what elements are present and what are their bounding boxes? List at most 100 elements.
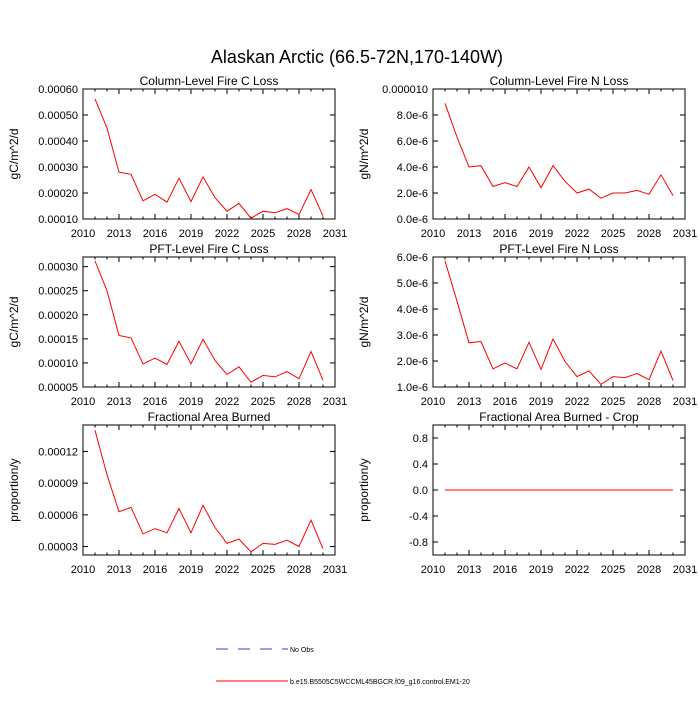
y-tick-label: 4.0e-6	[397, 162, 428, 174]
y-tick-label: -0.8	[409, 537, 428, 549]
x-tick-label: 2031	[673, 396, 697, 408]
y-tick-label: 0.0	[413, 485, 428, 497]
series-line	[94, 98, 324, 219]
x-tick-label: 2028	[637, 396, 661, 408]
x-tick-label: 2028	[287, 396, 311, 408]
y-tick-label: 0.00012	[38, 446, 78, 458]
y-tick-label: 0.00003	[38, 542, 78, 554]
x-tick-label: 2031	[673, 228, 697, 240]
x-tick-label: 2010	[71, 564, 95, 576]
x-tick-label: 2013	[107, 228, 131, 240]
panel-title: Fractional Area Burned - Crop	[479, 410, 639, 424]
series-line	[94, 430, 324, 553]
x-tick-label: 2016	[493, 396, 517, 408]
y-tick-label: 0.00010	[38, 214, 78, 226]
x-tick-label: 2019	[179, 396, 203, 408]
series-line	[444, 103, 674, 199]
y-tick-label: 0.00020	[38, 310, 78, 322]
legend-label: No Obs	[290, 647, 314, 654]
plot-frame	[82, 256, 336, 388]
plot-frame	[432, 88, 686, 220]
chart-panel-3: PFT-Level Fire C Loss gC/m^2/d 2010 2013 201…	[7, 242, 347, 408]
panel-title: Column-Level Fire N Loss	[490, 74, 629, 88]
panel-title: Fractional Area Burned	[148, 410, 271, 424]
x-tick-label: 2022	[565, 396, 589, 408]
x-tick-label: 2013	[107, 564, 131, 576]
plot-frame	[82, 88, 336, 220]
panel-title: PFT-Level Fire C Loss	[149, 242, 268, 256]
x-tick-label: 2019	[529, 396, 553, 408]
x-tick-label: 2022	[215, 228, 239, 240]
x-tick-label: 2022	[215, 396, 239, 408]
x-tick-label: 2010	[421, 564, 445, 576]
legend-label: b.e15.B5505C5WCCML45BGCR.f09_g16.control…	[290, 679, 470, 686]
chart-panel-5: Fractional Area Burned proportion/y 2010 20…	[7, 410, 347, 576]
y-axis-label: gC/m^2/d	[7, 297, 21, 348]
y-tick-label: 0.00015	[38, 334, 78, 346]
x-tick-label: 2013	[457, 564, 481, 576]
x-tick-label: 2022	[565, 564, 589, 576]
x-tick-label: 2019	[529, 228, 553, 240]
x-tick-label: 2031	[323, 564, 347, 576]
legend-entry: b.e15.B5505C5WCCML45BGCR.f09_g16.control…	[216, 679, 470, 686]
x-tick-label: 2025	[601, 564, 625, 576]
y-axis-label: proportion/y	[7, 458, 21, 521]
y-tick-label: 0.4	[413, 459, 428, 471]
y-tick-label: 2.0e-6	[397, 188, 428, 200]
x-tick-label: 2031	[673, 564, 697, 576]
series-line	[444, 260, 674, 386]
x-tick-label: 2025	[251, 396, 275, 408]
chart-panel-1: Column-Level Fire C Loss gC/m^2/d 2010 2013…	[7, 74, 347, 240]
x-tick-label: 2022	[565, 228, 589, 240]
chart-panel-4: PFT-Level Fire N Loss gN/m^2/d 2010 2013 201…	[357, 242, 697, 408]
y-tick-label: 2.0e-6	[397, 356, 428, 368]
y-tick-label: 0.00025	[38, 286, 78, 298]
y-tick-label: 3.0e-6	[397, 330, 428, 342]
x-tick-label: 2025	[251, 228, 275, 240]
y-axis-label: gC/m^2/d	[7, 129, 21, 180]
x-tick-label: 2025	[251, 564, 275, 576]
y-tick-label: 0.00050	[38, 110, 78, 122]
y-tick-label: 0.0e-6	[397, 214, 428, 226]
x-tick-label: 2016	[143, 228, 167, 240]
x-tick-label: 2010	[71, 228, 95, 240]
y-tick-label: 0.000010	[382, 84, 428, 96]
x-tick-label: 2016	[493, 228, 517, 240]
panels: Column-Level Fire C Loss gC/m^2/d 2010 2013…	[7, 74, 697, 576]
x-tick-label: 2022	[215, 564, 239, 576]
x-tick-label: 2013	[107, 396, 131, 408]
x-tick-label: 2019	[529, 564, 553, 576]
y-axis-label: gN/m^2/d	[357, 129, 371, 180]
y-tick-label: 0.00040	[38, 136, 78, 148]
y-tick-label: 5.0e-6	[397, 278, 428, 290]
y-tick-label: 8.0e-6	[397, 110, 428, 122]
plot-frame	[432, 256, 686, 388]
x-tick-label: 2019	[179, 564, 203, 576]
chart-panel-6: Fractional Area Burned - Crop proportion/…	[357, 410, 697, 576]
y-tick-label: 0.8	[413, 433, 428, 445]
plot-frame	[82, 424, 336, 556]
y-tick-label: 0.00005	[38, 382, 78, 394]
y-tick-label: 0.00060	[38, 84, 78, 96]
y-tick-label: 6.0e-6	[397, 252, 428, 264]
y-tick-label: 0.00006	[38, 510, 78, 522]
figure-title: Alaskan Arctic (66.5-72N,170-140W)	[211, 47, 503, 67]
legend-entry: No Obs	[216, 647, 314, 654]
x-tick-label: 2031	[323, 228, 347, 240]
x-tick-label: 2028	[287, 564, 311, 576]
y-tick-label: 0.00010	[38, 358, 78, 370]
y-tick-label: 1.0e-6	[397, 382, 428, 394]
x-tick-label: 2031	[323, 396, 347, 408]
y-tick-label: 4.0e-6	[397, 304, 428, 316]
x-tick-label: 2016	[143, 564, 167, 576]
panel-title: Column-Level Fire C Loss	[140, 74, 279, 88]
y-tick-label: -0.4	[409, 511, 428, 523]
x-tick-label: 2016	[493, 564, 517, 576]
series-line	[94, 260, 324, 383]
x-tick-label: 2016	[143, 396, 167, 408]
legend: No Obs b.e15.B5505C5WCCML45BGCR.f09_g16.c…	[216, 647, 470, 686]
y-tick-label: 0.00009	[38, 478, 78, 490]
x-tick-label: 2010	[421, 396, 445, 408]
y-tick-label: 0.00030	[38, 162, 78, 174]
